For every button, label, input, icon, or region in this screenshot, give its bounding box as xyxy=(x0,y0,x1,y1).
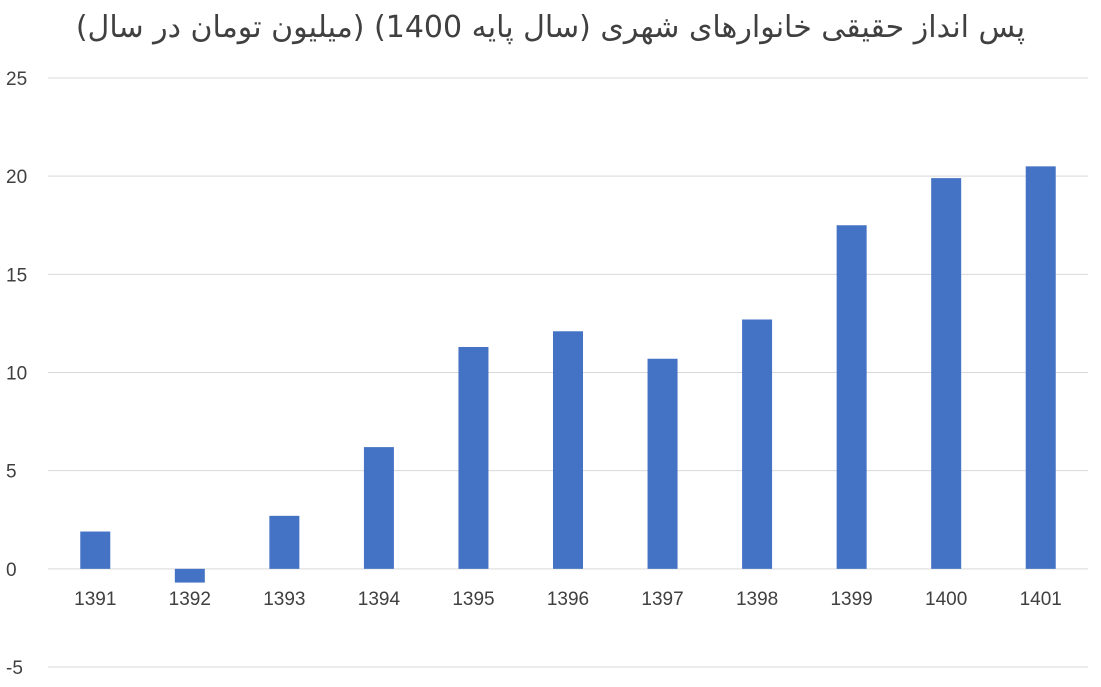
y-tick-label: -5 xyxy=(6,658,23,679)
x-tick-label: 1393 xyxy=(263,589,305,610)
x-tick-label: 1400 xyxy=(925,589,967,610)
bar-1400 xyxy=(931,178,962,569)
bar-1392 xyxy=(174,568,205,583)
bar-1401 xyxy=(1025,166,1056,569)
x-tick-label: 1391 xyxy=(74,589,116,610)
x-tick-label: 1397 xyxy=(641,589,683,610)
y-tick-label: 10 xyxy=(6,364,27,385)
y-tick-label: 25 xyxy=(6,69,27,90)
bar-1395 xyxy=(458,346,489,569)
y-axis-ticks: -5 0 5 10 15 20 25 xyxy=(6,69,27,679)
bar-1398 xyxy=(742,319,773,569)
y-tick-label: 0 xyxy=(6,560,17,581)
x-tick-label: 1392 xyxy=(169,589,211,610)
chart-title: پس انداز حقیقی خانوارهای شهری (سال پایه … xyxy=(75,10,1026,45)
bar-1391 xyxy=(80,531,111,569)
x-tick-label: 1395 xyxy=(452,589,494,610)
bar-1399 xyxy=(836,225,867,569)
bar-1397 xyxy=(647,358,678,569)
bar-1393 xyxy=(269,515,300,569)
y-tick-label: 20 xyxy=(6,167,27,188)
x-tick-label: 1399 xyxy=(830,589,872,610)
y-tick-label: 5 xyxy=(6,462,17,483)
y-tick-label: 15 xyxy=(6,265,27,286)
x-tick-label: 1398 xyxy=(736,589,778,610)
x-tick-label: 1396 xyxy=(547,589,589,610)
bars xyxy=(80,166,1056,583)
x-tick-label: 1401 xyxy=(1020,589,1062,610)
bar-1394 xyxy=(363,447,394,569)
x-tick-label: 1394 xyxy=(358,589,401,610)
bar-1396 xyxy=(553,331,583,569)
x-axis-ticks: 1391 1392 1393 1394 1395 1396 1397 1398 1399 1400… xyxy=(74,589,1062,610)
